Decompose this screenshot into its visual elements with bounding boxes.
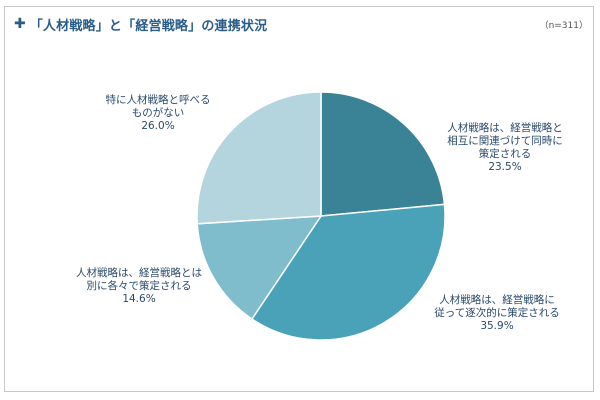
slice-category-label-1: 策定される (479, 147, 532, 160)
pie-slice-2 (250, 203, 446, 341)
slice-category-label-4: 特に人材戦略と呼べる (106, 93, 211, 106)
slice-value-label-1: 23.5% (488, 161, 521, 173)
slice-value-label-4: 26.0% (141, 120, 174, 132)
pie-slice-1 (320, 91, 446, 217)
sample-size-note: （n=311） (539, 21, 588, 31)
slice-category-label-2: 人材戦略は、経営戦略に (439, 293, 555, 306)
pie-slice-3 (196, 215, 323, 321)
pie-slice-4 (196, 91, 322, 225)
cross-bullet-icon: ✚ (14, 16, 26, 32)
slice-category-label-1: 相互に関連づけて同時に (447, 134, 563, 147)
slice-value-label-2: 35.9% (480, 320, 513, 332)
chart-title: 「人材戦略」と「経営戦略」の連携状況 (29, 18, 268, 34)
slice-category-label-4: ものがない (132, 106, 185, 119)
slice-category-label-2: 従って逐次的に策定される (434, 306, 559, 319)
chart-title-row: ✚ 「人材戦略」と「経営戦略」の連携状況 (14, 14, 267, 34)
slice-category-label-1: 人材戦略は、経営戦略と (447, 121, 563, 134)
slice-category-label-3: 別に各々で策定される (87, 279, 192, 292)
slice-category-label-3: 人材戦略は、経営戦略とは (76, 266, 202, 279)
slice-value-label-3: 14.6% (122, 293, 155, 305)
